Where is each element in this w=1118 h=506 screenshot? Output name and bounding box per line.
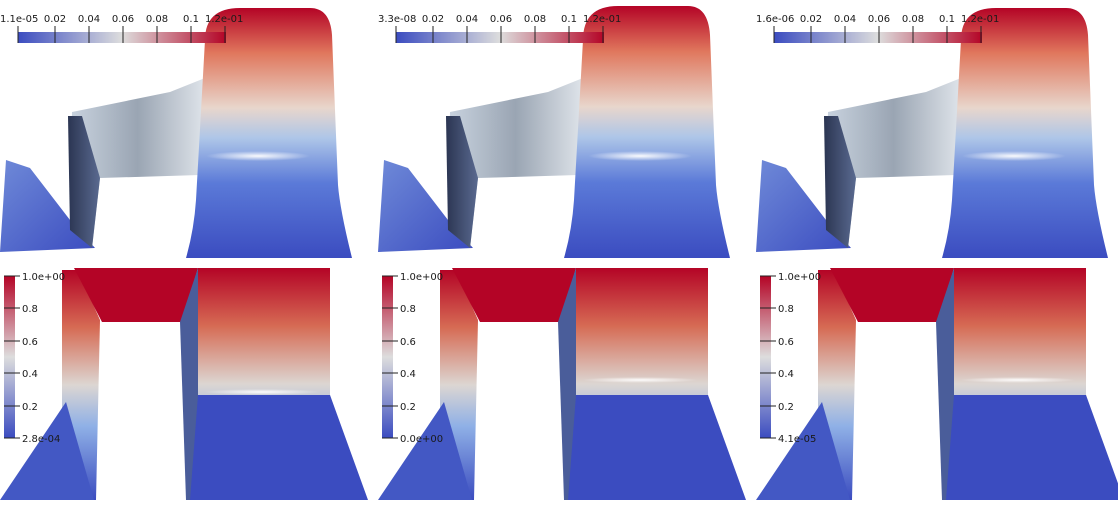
floor-right bbox=[568, 395, 746, 500]
colorbar-tick-label: 0.02 bbox=[800, 14, 822, 25]
colorbar-tick-label: 0.1 bbox=[939, 14, 955, 25]
colorbar-tick-label: 0.06 bbox=[868, 14, 890, 25]
colorbar-tick-label: 0.06 bbox=[112, 14, 134, 25]
top-block bbox=[452, 268, 576, 322]
colorbar-tick-label: 0.6 bbox=[400, 337, 416, 348]
bottom-right-colorbar: 1.0e+00 0.8 0.6 0.4 0.2 4.1e-05 bbox=[760, 272, 821, 445]
colorbar-max-label: 1.0e+00 bbox=[400, 272, 443, 283]
colorbar-tick-label: 0.1 bbox=[183, 14, 199, 25]
colorbar-tick-label: 0.8 bbox=[22, 304, 38, 315]
tower bbox=[942, 8, 1108, 258]
colorbar-tick-label: 0.2 bbox=[400, 402, 416, 413]
colorbar-max-label: 1.0e+00 bbox=[22, 272, 65, 283]
colorbar-tick-label: 0.6 bbox=[778, 337, 794, 348]
tower-highlight bbox=[582, 377, 698, 383]
colorbar-min-label: 0.0e+00 bbox=[400, 434, 443, 445]
top-block bbox=[830, 268, 954, 322]
top-right-render bbox=[756, 8, 1108, 258]
colorbar-tick-label: 0.08 bbox=[902, 14, 924, 25]
top-middle-render bbox=[378, 6, 730, 258]
bottom-left-colorbar: 1.0e+00 0.8 0.6 0.4 0.2 2.8e-04 bbox=[4, 272, 65, 445]
tower bbox=[186, 8, 352, 258]
colorbar-max-label: 1.2e-01 bbox=[583, 14, 621, 25]
top-right-colorbar: 1.6e-06 0.02 0.04 0.06 0.08 0.1 1.2e-01 bbox=[756, 14, 999, 43]
floor-left bbox=[378, 402, 472, 500]
colorbar-tick-label: 0.08 bbox=[524, 14, 546, 25]
colorbar-min-label: 1.1e-05 bbox=[0, 14, 38, 25]
colorbar-max-label: 1.2e-01 bbox=[205, 14, 243, 25]
ramp-surface bbox=[70, 78, 205, 248]
bottom-right-render bbox=[756, 268, 1118, 500]
colorbar-tick-label: 0.04 bbox=[456, 14, 478, 25]
bottom-middle-colorbar: 1.0e+00 0.8 0.6 0.4 0.2 0.0e+00 bbox=[382, 272, 443, 445]
colorbar-min-label: 4.1e-05 bbox=[778, 434, 816, 445]
ramp-dark-wall bbox=[446, 116, 478, 248]
ramp-dark-wall bbox=[68, 116, 100, 248]
tower-highlight bbox=[962, 151, 1066, 161]
colorbar-gradient bbox=[18, 32, 226, 43]
colorbar-tick-label: 0.08 bbox=[146, 14, 168, 25]
colorbar-gradient bbox=[760, 276, 771, 438]
colorbar-tick-label: 0.06 bbox=[490, 14, 512, 25]
colorbar-gradient bbox=[396, 32, 604, 43]
top-left-render bbox=[0, 8, 352, 258]
colorbar-tick-label: 0.04 bbox=[834, 14, 856, 25]
colorbar-gradient bbox=[774, 32, 982, 43]
colorbar-min-label: 3.3e-08 bbox=[378, 14, 416, 25]
colorbar-min-label: 1.6e-06 bbox=[756, 14, 794, 25]
tower bbox=[564, 6, 730, 258]
ramp-surface bbox=[826, 78, 961, 248]
colorbar-tick-label: 0.4 bbox=[778, 369, 794, 380]
colorbar-tick-label: 0.2 bbox=[778, 402, 794, 413]
tower-highlight bbox=[204, 389, 320, 395]
bottom-left-render bbox=[0, 268, 368, 500]
colorbar-tick-label: 0.4 bbox=[22, 369, 38, 380]
colorbar-tick-label: 0.1 bbox=[561, 14, 577, 25]
colorbar-gradient bbox=[382, 276, 393, 438]
colorbar-min-label: 2.8e-04 bbox=[22, 434, 60, 445]
floor-right bbox=[946, 395, 1118, 500]
colorbar-tick-label: 0.4 bbox=[400, 369, 416, 380]
colorbar-tick-label: 0.8 bbox=[778, 304, 794, 315]
colorbar-max-label: 1.0e+00 bbox=[778, 272, 821, 283]
colorbar-gradient bbox=[4, 276, 15, 438]
colorbar-tick-label: 0.6 bbox=[22, 337, 38, 348]
top-left-colorbar: 1.1e-05 0.02 0.04 0.06 0.08 0.1 1.2e-01 bbox=[0, 14, 243, 43]
colorbar-tick-label: 0.02 bbox=[44, 14, 66, 25]
floor-left bbox=[0, 402, 94, 500]
tower-highlight bbox=[960, 377, 1076, 383]
floor-right bbox=[190, 395, 368, 500]
colorbar-tick-label: 0.04 bbox=[78, 14, 100, 25]
top-block bbox=[74, 268, 198, 322]
floor-left bbox=[756, 402, 850, 500]
colorbar-tick-label: 0.02 bbox=[422, 14, 444, 25]
tower-highlight bbox=[588, 151, 692, 161]
ramp-dark-wall bbox=[824, 116, 856, 248]
bottom-middle-render bbox=[378, 268, 746, 500]
colorbar-tick-label: 0.8 bbox=[400, 304, 416, 315]
tower-highlight bbox=[206, 151, 310, 161]
colorbar-max-label: 1.2e-01 bbox=[961, 14, 999, 25]
colorbar-tick-label: 0.2 bbox=[22, 402, 38, 413]
ramp-surface bbox=[448, 78, 583, 248]
top-middle-colorbar: 3.3e-08 0.02 0.04 0.06 0.08 0.1 1.2e-01 bbox=[378, 14, 621, 43]
